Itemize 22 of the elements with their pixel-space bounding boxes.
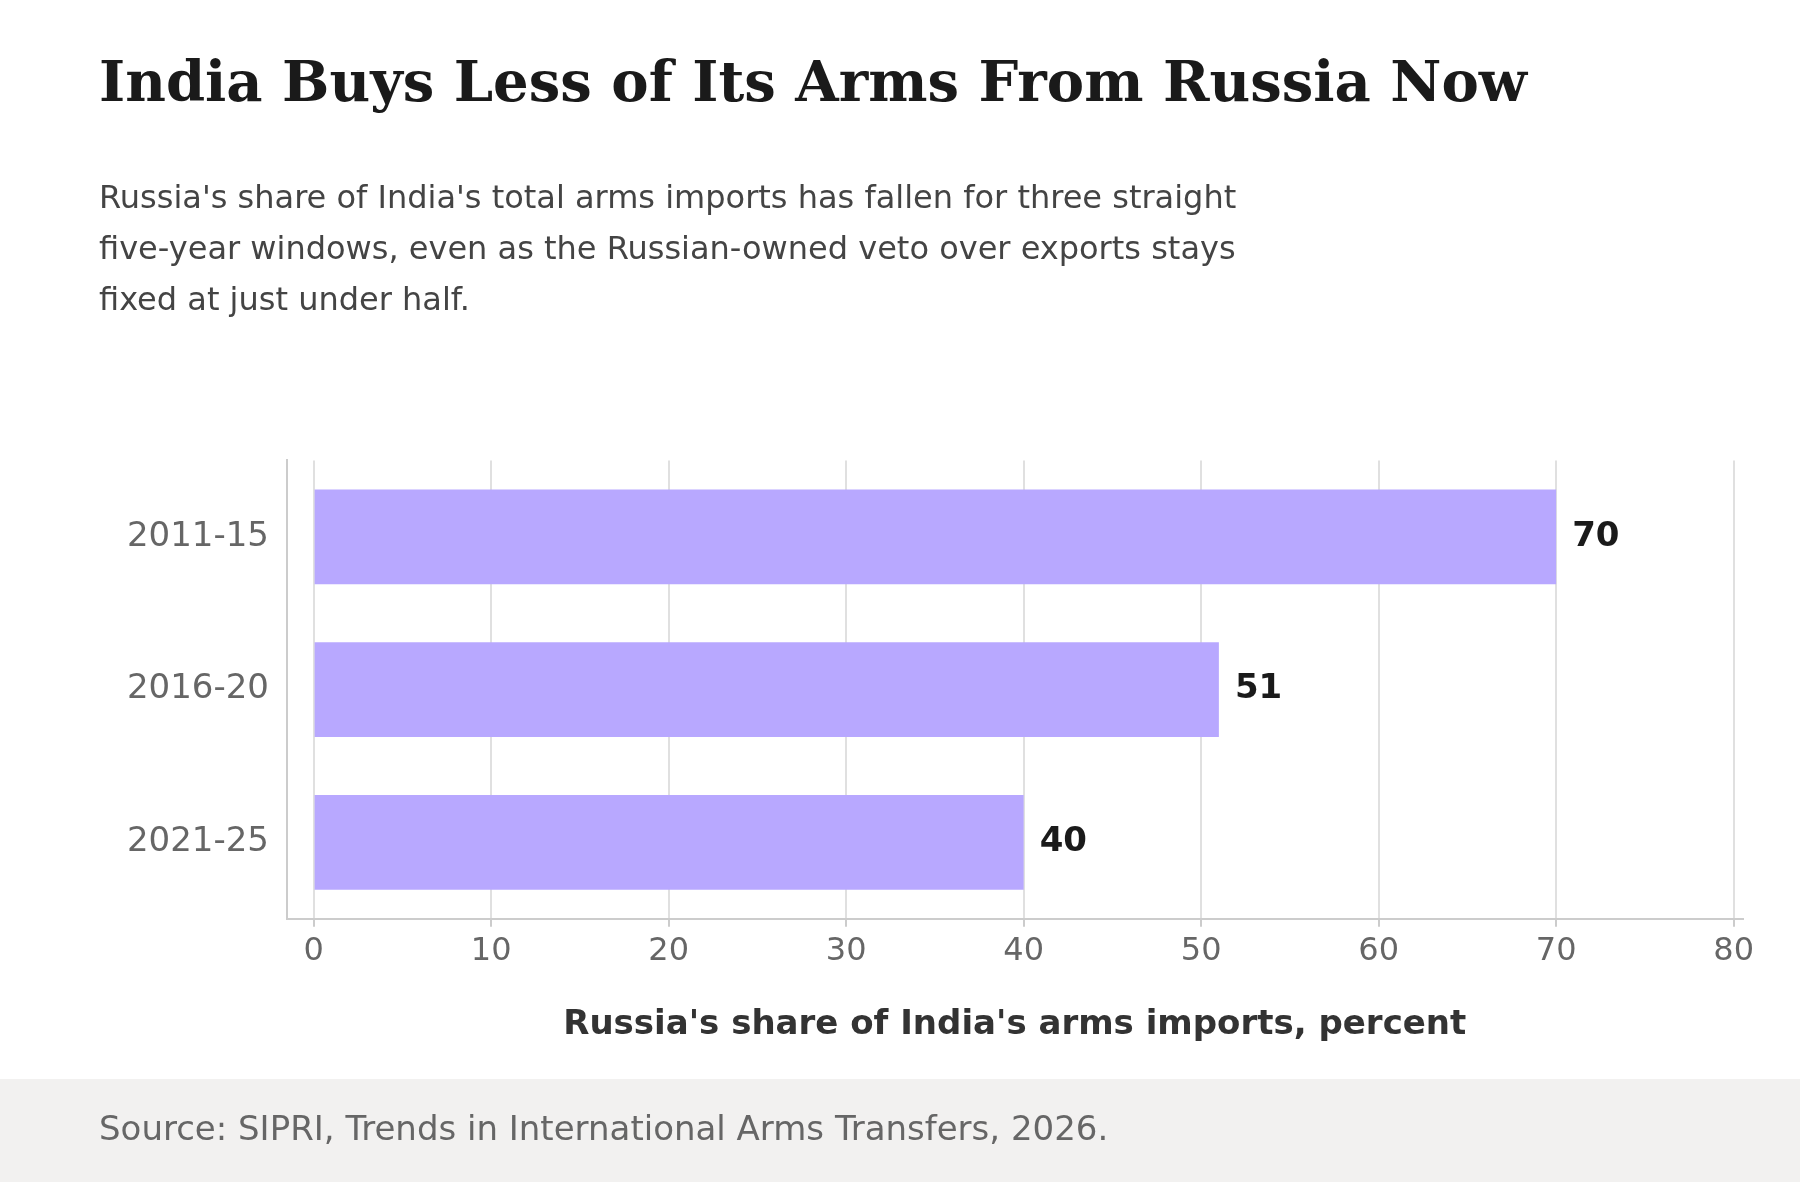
x-tick-label: 20: [648, 930, 689, 969]
x-tick-label: 80: [1713, 930, 1754, 969]
x-tick-label: 70: [1535, 930, 1577, 969]
data-label: 40: [1039, 819, 1087, 860]
x-tick-label: 60: [1358, 930, 1399, 969]
x-tick-label: 50: [1180, 930, 1222, 969]
bar: [314, 642, 1219, 737]
x-tick-label: 10: [470, 930, 512, 969]
data-label: 70: [1572, 513, 1620, 554]
x-axis-title: Russia's share of India's arms imports, percent: [563, 1002, 1467, 1043]
bar: [314, 795, 1024, 890]
data-label: 51: [1234, 666, 1283, 707]
bar: [314, 489, 1557, 585]
x-tick-label: 40: [1003, 930, 1044, 969]
x-tick-label: 30: [825, 930, 867, 969]
chart-subtitle: Russia's share of India's total arms imports has fallen for three straight five-year windows, even as the Russian-owned veto over exports stays fixed at just under half.: [99, 177, 1238, 320]
y-tick-label: 2021-25: [126, 819, 269, 860]
y-tick-label: 2011-15: [126, 513, 269, 554]
x-tick-label: 0: [303, 930, 324, 969]
chart-title: India Buys Less of Its Arms From Russia Now: [99, 48, 1528, 114]
y-tick-label: 2016-20: [126, 666, 269, 707]
source-note: Source: SIPRI, Trends in International Arms Transfers, 2026.: [99, 1108, 1109, 1148]
